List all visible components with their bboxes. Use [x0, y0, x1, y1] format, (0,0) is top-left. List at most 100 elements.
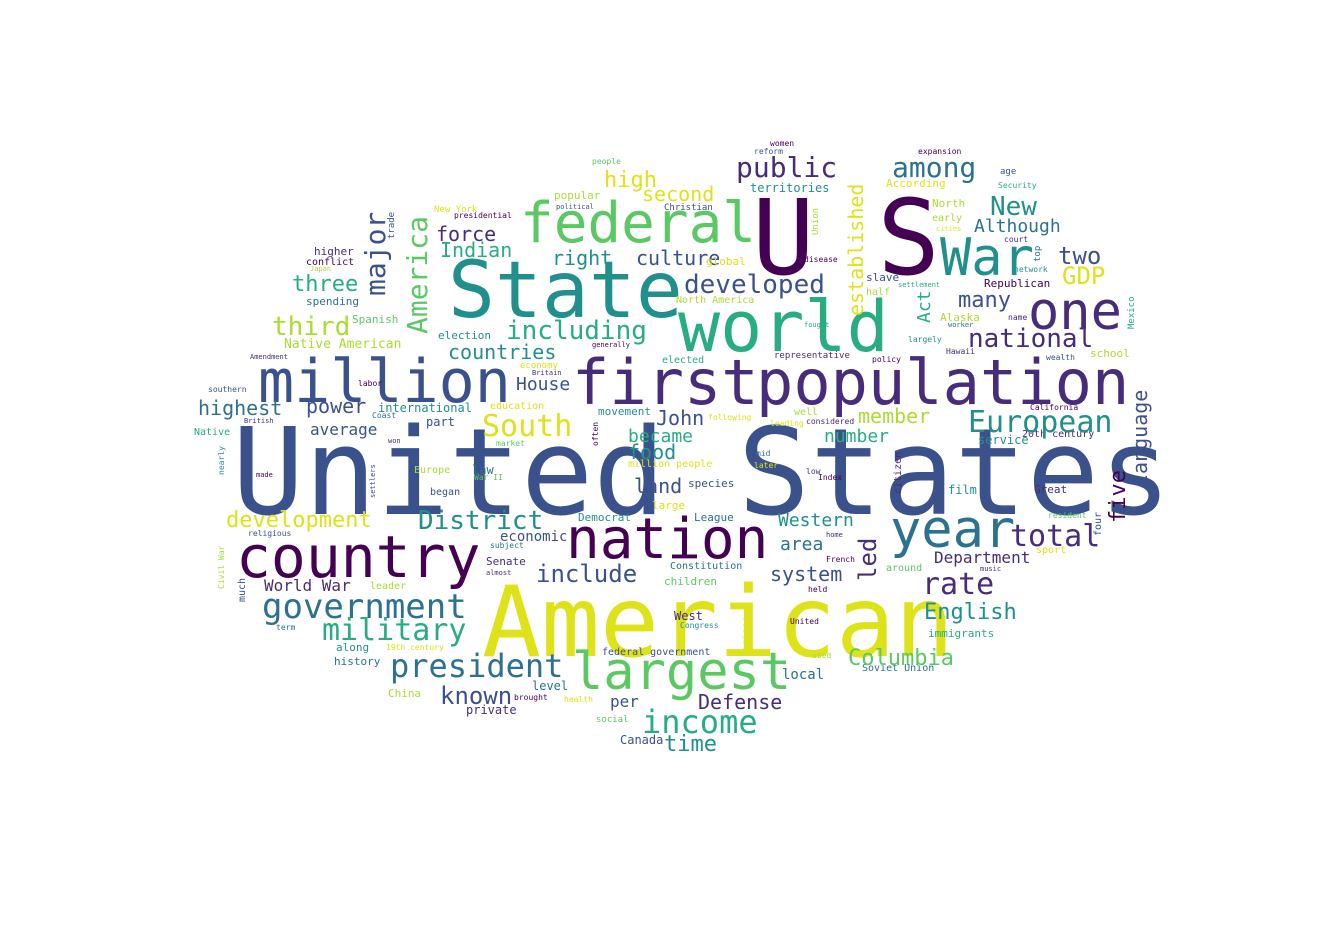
word-62: two	[1058, 242, 1102, 270]
word-1: American	[482, 566, 955, 680]
word-194: children	[664, 575, 717, 588]
word-143: economy	[520, 361, 558, 371]
word-197: World War	[264, 576, 351, 595]
word-133: second	[642, 182, 715, 206]
word-137: political	[556, 203, 594, 211]
word-104: led	[854, 537, 882, 581]
word-40: Columbia	[848, 646, 954, 671]
word-74: According	[886, 177, 946, 190]
word-116: became	[628, 426, 694, 447]
word-187: Democrat	[578, 511, 631, 524]
word-159: conflict	[306, 257, 355, 268]
word-102: Western	[778, 510, 854, 531]
word-188: religious	[248, 529, 292, 538]
word-6: population	[756, 346, 1130, 419]
word-16: military	[322, 613, 467, 648]
word-130: global	[706, 255, 746, 268]
word-124: territories	[750, 181, 830, 195]
word-164: Amendment	[250, 353, 288, 361]
word-108: around	[886, 563, 923, 574]
word-18: income	[642, 703, 758, 741]
word-24: private	[466, 703, 517, 717]
word-61: GDP	[1062, 262, 1106, 290]
word-154: major	[359, 211, 392, 296]
word-82: half	[866, 287, 891, 298]
word-34: prison	[741, 615, 752, 652]
word-177: market	[496, 439, 525, 448]
word-46: sport	[1036, 545, 1067, 556]
word-41: immigrants	[928, 627, 995, 640]
word-196: much	[237, 577, 248, 602]
word-83: settlement	[898, 281, 941, 289]
word-149: Indian	[440, 238, 513, 262]
word-64: network	[1014, 265, 1048, 274]
word-77: early	[932, 213, 963, 224]
word-129: culture	[636, 246, 721, 270]
word-117: John	[656, 406, 705, 430]
word-185: District	[418, 506, 544, 536]
word-165: labor	[358, 379, 383, 388]
word-8: country	[236, 523, 481, 591]
word-140: including	[506, 316, 647, 346]
word-193: Constitution	[670, 561, 743, 572]
word-123: public	[736, 151, 838, 184]
word-115: food	[628, 440, 677, 464]
word-87: Hawaii	[946, 347, 975, 356]
word-45: total	[1010, 519, 1101, 554]
word-12: one	[1028, 282, 1122, 342]
word-50: language	[1128, 389, 1152, 486]
word-94: leading	[770, 419, 804, 428]
word-101: citizen	[893, 451, 904, 494]
word-180: War II	[474, 473, 503, 482]
word-17: president	[390, 647, 564, 685]
word-152: New York	[434, 205, 478, 215]
word-5: first	[572, 346, 759, 419]
word-66: Mexico	[1127, 296, 1137, 329]
word-65: name	[1008, 313, 1028, 322]
word-68: New	[990, 192, 1037, 222]
word-63: Republican	[984, 277, 1051, 290]
word-110: held	[808, 585, 828, 594]
word-0: United States	[232, 404, 1172, 543]
word-89: representative	[774, 351, 850, 361]
word-33: federal government	[602, 647, 711, 658]
word-127: Union	[811, 207, 821, 235]
word-135: high	[604, 168, 657, 193]
word-75: expansion	[918, 147, 962, 156]
word-99: low	[806, 467, 821, 476]
word-42: English	[924, 600, 1017, 625]
word-31: along	[336, 641, 370, 654]
word-198: leader	[370, 581, 407, 592]
word-91: member	[858, 404, 931, 428]
word-36: West	[674, 609, 703, 623]
word-30: history	[334, 655, 381, 668]
word-100: Index	[818, 473, 843, 482]
word-19: time	[664, 732, 717, 757]
word-37: used	[812, 651, 832, 660]
word-179: Europe	[414, 465, 451, 476]
word-9: nation	[566, 507, 769, 572]
word-35: Congress	[680, 621, 719, 630]
word-107: French	[826, 555, 855, 564]
word-106: home	[826, 531, 843, 539]
word-148: South	[482, 409, 573, 444]
word-47: resident	[1048, 511, 1087, 520]
word-11: War	[940, 228, 1034, 288]
word-26: social	[596, 715, 629, 725]
word-105: system	[770, 562, 843, 586]
word-155: trade	[387, 211, 397, 239]
word-71: Security	[998, 181, 1037, 190]
word-195: Civil War	[217, 545, 226, 589]
word-93: well	[794, 407, 819, 418]
word-44: Department	[934, 548, 1031, 567]
word-51: Great	[1034, 483, 1068, 496]
word-138: people	[592, 157, 621, 166]
word-81: slave	[866, 271, 900, 284]
word-134: Christian	[664, 203, 713, 213]
word-59: national	[968, 324, 1094, 354]
word-126: reform	[754, 147, 783, 156]
word-14: largest	[572, 642, 792, 702]
word-147: education	[490, 401, 545, 412]
word-23: level	[532, 679, 569, 693]
word-69: court	[1004, 235, 1029, 244]
